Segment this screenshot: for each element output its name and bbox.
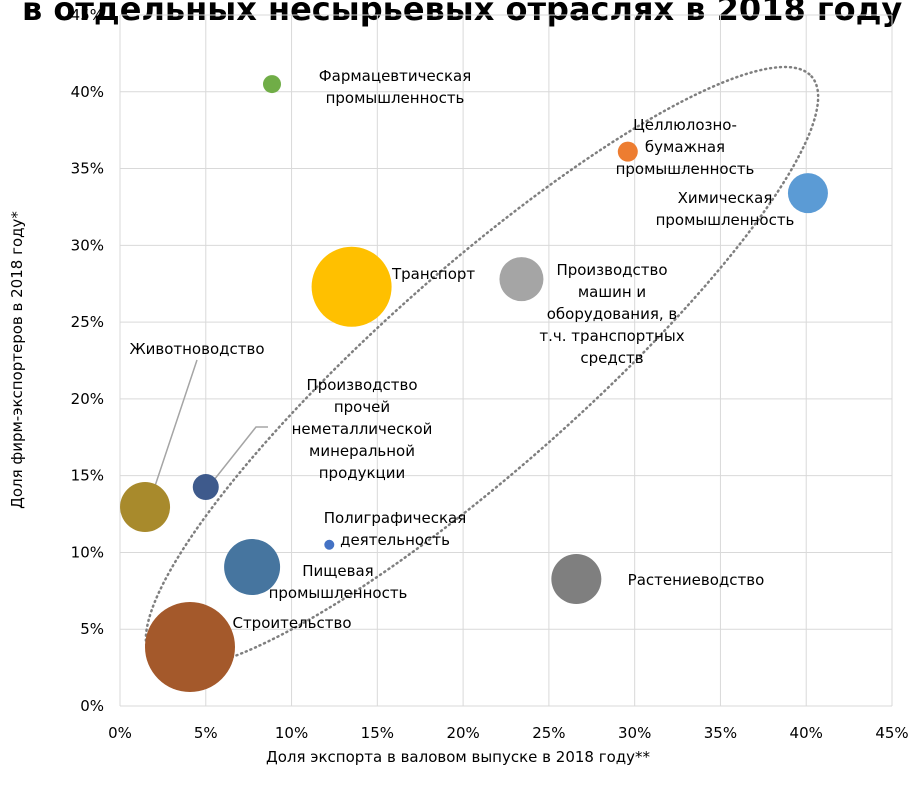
x-tick-label: 10% xyxy=(275,724,308,742)
data-label: Транспорт xyxy=(391,265,475,283)
bubble xyxy=(617,141,638,162)
y-tick-label: 0% xyxy=(80,697,104,715)
x-tick-label: 5% xyxy=(194,724,218,742)
y-axis-label: Доля фирм-экспортеров в 2018 году* xyxy=(8,211,26,509)
x-tick-label: 35% xyxy=(704,724,737,742)
data-label: Целлюлозно-бумажная промышленность xyxy=(616,116,755,178)
x-axis-label: Доля экспорта в валовом выпуске в 2018 г… xyxy=(266,748,651,766)
bubble xyxy=(324,539,335,550)
y-tick-label: 15% xyxy=(71,467,104,485)
x-tick-label: 0% xyxy=(108,724,132,742)
x-tick-label: 25% xyxy=(532,724,565,742)
chart-title: в отдельных несырьевых отраслях в 2018 г… xyxy=(22,0,902,28)
bubble xyxy=(499,257,544,302)
x-tick-label: 15% xyxy=(361,724,394,742)
bubble xyxy=(551,554,602,605)
data-label: Животноводство xyxy=(129,340,264,358)
y-tick-label: 25% xyxy=(71,313,104,331)
grid xyxy=(119,14,893,707)
y-tick-label: 5% xyxy=(80,620,104,638)
y-tick-label: 10% xyxy=(71,543,104,561)
bubble xyxy=(262,75,281,94)
bubble xyxy=(787,173,828,214)
x-tick-label: 45% xyxy=(875,724,908,742)
data-label: Химическая промышленность xyxy=(656,189,795,229)
data-label: Растениеводство xyxy=(628,571,765,589)
data-label: Полиграфическая деятельность xyxy=(324,509,467,549)
bubble xyxy=(224,539,281,596)
data-label: Производство машин и оборудования, в т.ч. т… xyxy=(539,261,684,367)
y-tick-label: 30% xyxy=(71,236,104,254)
data-label: Пищевая промышленность xyxy=(269,562,408,602)
bubble xyxy=(120,481,171,532)
y-tick-label: 35% xyxy=(71,160,104,178)
data-label: Строительство xyxy=(232,614,351,632)
data-label: Производство прочей неметаллической минерал… xyxy=(292,376,433,482)
leader-line xyxy=(147,359,198,508)
data-label: Фармацевтическая промышленность xyxy=(319,67,472,107)
y-tick-label: 20% xyxy=(71,390,104,408)
bubble xyxy=(192,474,219,501)
x-tick-label: 40% xyxy=(790,724,823,742)
x-tick-label: 30% xyxy=(618,724,651,742)
leader-line xyxy=(209,426,268,486)
y-tick-label: 45% xyxy=(71,6,104,24)
bubble xyxy=(311,246,392,327)
bubble xyxy=(144,602,235,693)
y-tick-label: 40% xyxy=(71,83,104,101)
x-tick-label: 20% xyxy=(446,724,479,742)
